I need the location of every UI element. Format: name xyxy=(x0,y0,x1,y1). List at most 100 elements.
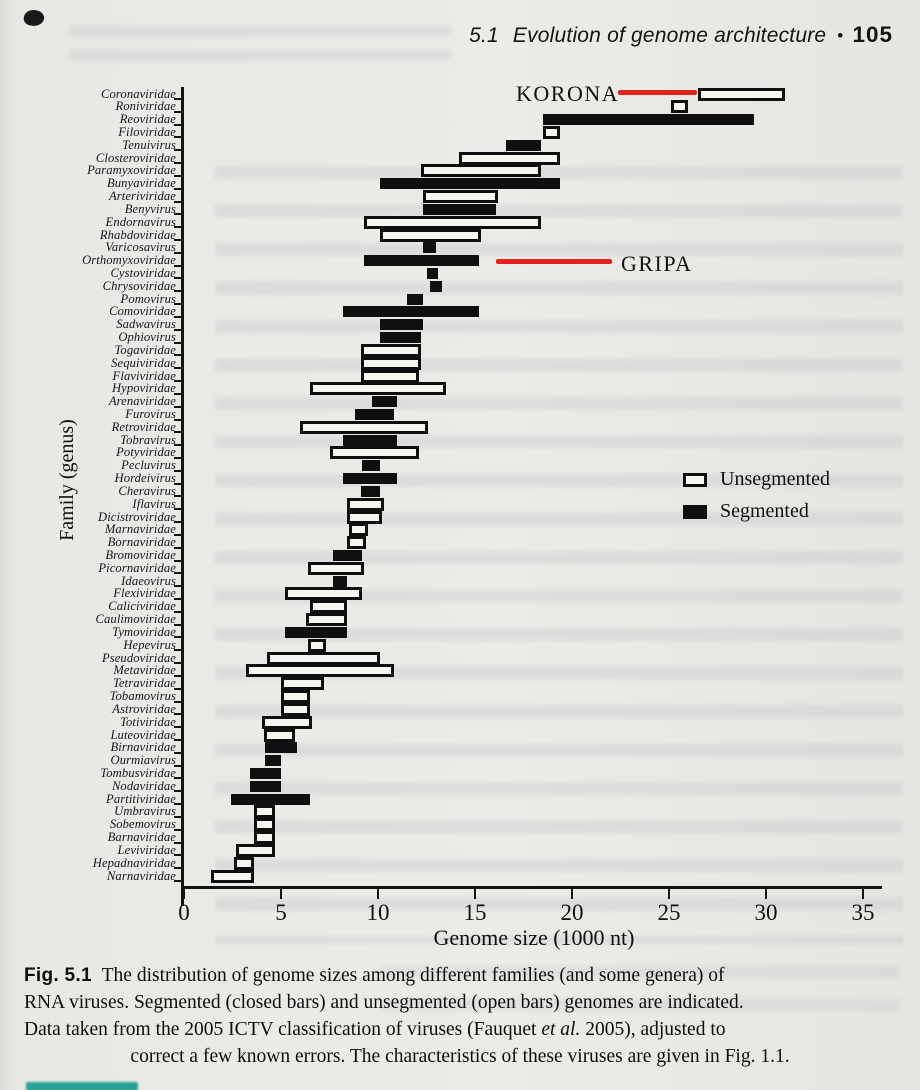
y-tick xyxy=(174,572,181,575)
x-tick-label-20: 20 xyxy=(560,900,584,925)
family-label-cheravirus: Cheravirus xyxy=(118,483,176,498)
family-label-astroviridae: Astroviridae xyxy=(112,701,176,716)
family-label-hordeivirus: Hordeivirus xyxy=(114,471,176,486)
figure-genome-size-chart: Family (genus) Genome size (1000 nt) Cor… xyxy=(0,70,920,1030)
x-tick-0 xyxy=(182,888,186,899)
bar-caliciviridae-unsegmented xyxy=(310,600,347,614)
family-label-flexiviridae: Flexiviridae xyxy=(113,586,176,601)
family-label-idaeovirus: Idaeovirus xyxy=(121,573,176,588)
bar-hypoviridae-unsegmented xyxy=(310,382,446,396)
bar-astroviridae-unsegmented xyxy=(281,702,311,716)
family-label-furovirus: Furovirus xyxy=(125,407,176,421)
x-tick-10 xyxy=(376,888,380,899)
bar-tenuivirus-segmented xyxy=(506,139,541,151)
x-tick-label-5: 5 xyxy=(275,900,287,925)
bar-hordeivirus-segmented xyxy=(343,473,398,485)
bar-idaeovirus-segmented xyxy=(333,575,347,587)
x-tick-label-35: 35 xyxy=(851,900,875,925)
family-label-cystoviridae: Cystoviridae xyxy=(110,265,176,280)
family-label-tetraviridae: Tetraviridae xyxy=(112,676,176,691)
family-label-leviviridae: Leviviridae xyxy=(117,842,176,857)
y-tick xyxy=(174,367,181,370)
bar-marnaviridae-unsegmented xyxy=(348,523,369,537)
y-tick xyxy=(174,867,181,870)
bar-barnaviridae-unsegmented xyxy=(253,831,276,845)
family-label-caliciviridae: Caliciviridae xyxy=(108,599,176,614)
x-axis-line xyxy=(181,886,882,889)
family-label-tymoviridae: Tymoviridae xyxy=(112,624,176,639)
y-axis-line xyxy=(181,87,184,906)
page-header: 5.1 Evolution of genome architecture • 105 xyxy=(380,22,893,48)
bar-pseudoviridae-unsegmented xyxy=(267,651,380,665)
x-tick-label-0: 0 xyxy=(178,900,190,925)
scan-artifact-top-left xyxy=(22,8,46,28)
y-tick xyxy=(174,213,181,216)
bar-togaviridae-unsegmented xyxy=(360,343,421,357)
y-tick xyxy=(174,431,181,434)
family-label-paramyxoviridae: Paramyxoviridae xyxy=(87,163,176,178)
y-tick xyxy=(174,341,181,344)
family-label-iflavirus: Iflavirus xyxy=(132,496,176,511)
bar-benyvirus-segmented xyxy=(422,203,497,215)
family-label-filoviridae: Filoviridae xyxy=(118,124,176,139)
bar-sadwavirus-segmented xyxy=(379,319,423,331)
y-tick xyxy=(174,610,181,613)
figure-caption: Fig. 5.1 The distribution of genome size… xyxy=(24,962,896,1070)
y-tick xyxy=(174,739,181,741)
family-label-arenaviridae: Arenaviridae xyxy=(108,394,176,409)
x-tick-label-25: 25 xyxy=(657,900,681,925)
x-tick-label-15: 15 xyxy=(463,900,487,925)
y-tick xyxy=(174,392,181,395)
bar-arenaviridae-segmented xyxy=(372,396,398,408)
bar-flexiviridae-unsegmented xyxy=(284,587,363,601)
family-label-umbravirus: Umbravirus xyxy=(114,804,176,819)
bar-varicosavirus-segmented xyxy=(422,242,437,254)
y-tick xyxy=(174,380,181,383)
bar-rhabdoviridae-unsegmented xyxy=(379,228,481,242)
caption-line-1: Fig. 5.1 The distribution of genome size… xyxy=(24,962,896,989)
family-label-sequiviridae: Sequiviridae xyxy=(111,355,176,370)
bar-picornaviridae-unsegmented xyxy=(308,561,365,575)
y-tick xyxy=(174,162,181,165)
y-tick xyxy=(174,546,181,549)
bar-tobamovirus-unsegmented xyxy=(281,690,311,704)
family-label-totiviridae: Totiviridae xyxy=(120,714,176,729)
legend-swatch-unsegmented-icon xyxy=(683,472,707,487)
x-tick-label-10: 10 xyxy=(366,900,390,925)
caption-line-1-text: The distribution of genome sizes among d… xyxy=(101,965,725,986)
y-tick xyxy=(174,328,181,331)
y-tick xyxy=(174,264,181,267)
y-tick xyxy=(174,508,181,511)
bar-totiviridae-unsegmented xyxy=(261,715,313,729)
bar-dicistroviridae-unsegmented xyxy=(346,510,382,524)
y-tick xyxy=(174,790,181,793)
y-tick xyxy=(174,354,181,357)
y-tick xyxy=(174,110,181,113)
y-tick xyxy=(174,200,181,203)
bar-paramyxoviridae-unsegmented xyxy=(420,164,541,178)
bar-furovirus-segmented xyxy=(354,409,394,420)
family-label-hepadnaviridae: Hepadnaviridae xyxy=(92,855,176,870)
family-label-flaviviridae: Flaviviridae xyxy=(112,368,176,383)
y-tick xyxy=(174,277,181,280)
family-label-varicosavirus: Varicosavirus xyxy=(105,240,176,255)
y-tick xyxy=(174,469,181,472)
y-tick xyxy=(174,187,181,190)
family-label-tobravirus: Tobravirus xyxy=(120,432,176,447)
x-tick-35 xyxy=(861,888,865,899)
y-tick xyxy=(174,405,181,408)
bar-bunyaviridae-segmented xyxy=(379,178,561,190)
legend-label-segmented: Segmented xyxy=(720,500,809,522)
family-label-narnaviridae: Narnaviridae xyxy=(106,868,176,883)
x-tick-label-30: 30 xyxy=(754,900,778,925)
y-tick xyxy=(174,315,181,318)
y-tick xyxy=(174,495,181,498)
family-label-tobamovirus: Tobamovirus xyxy=(109,689,176,704)
annotation-korona-text: KORONA xyxy=(516,81,620,106)
header-bullet: • xyxy=(837,26,844,45)
page-number: 105 xyxy=(852,22,893,47)
bar-iflavirus-unsegmented xyxy=(346,497,384,511)
y-tick xyxy=(174,136,181,139)
x-tick-15 xyxy=(473,888,477,899)
y-tick xyxy=(174,303,181,306)
